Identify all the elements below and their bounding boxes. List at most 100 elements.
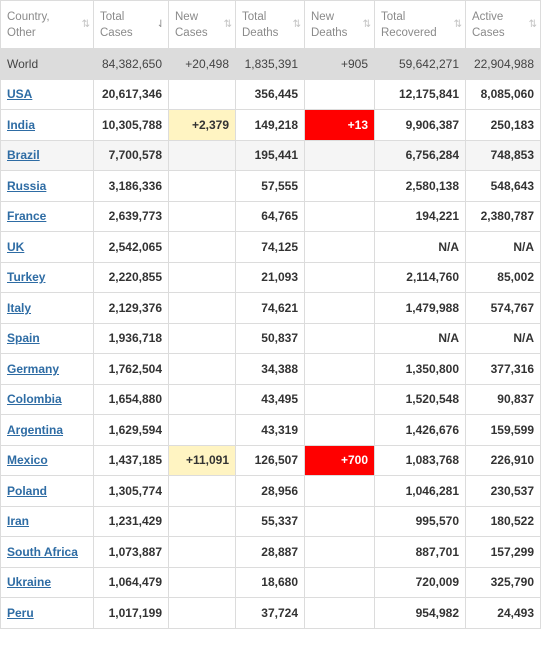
- active-cases-header[interactable]: Active Cases ⇅: [465, 0, 541, 49]
- country-link[interactable]: India: [7, 117, 36, 132]
- sort-descending-icon[interactable]: ⇃: [156, 18, 165, 30]
- country-link[interactable]: Turkey: [7, 270, 46, 285]
- total-cases-cell: 1,064,479: [93, 566, 169, 598]
- total-recovered-cell: 1,350,800: [374, 353, 466, 385]
- sort-arrows-icon[interactable]: ⇅: [81, 18, 90, 30]
- new-deaths-cell: [304, 536, 375, 568]
- country-link[interactable]: France: [7, 209, 47, 224]
- table-row: Brazil 7,700,578 195,441 6,756,284 748,853: [0, 139, 541, 171]
- country-link[interactable]: Russia: [7, 178, 47, 193]
- total-cases-cell: 1,936,718: [93, 322, 169, 354]
- total-cases-header[interactable]: Total Cases ⇃: [93, 0, 169, 49]
- country-link[interactable]: Iran: [7, 514, 30, 529]
- sort-arrows-icon[interactable]: ⇅: [453, 18, 462, 30]
- active-cases-cell: 157,299: [465, 536, 541, 568]
- header-row: Country, Other ⇅ Total Cases ⇃ New Cases ⇅ Total D…: [0, 0, 541, 49]
- country-cell[interactable]: Colombia: [0, 383, 94, 415]
- country-cell[interactable]: Russia: [0, 170, 94, 202]
- new-deaths-cell: [304, 566, 375, 598]
- table-row: Germany 1,762,504 34,388 1,350,800 377,316: [0, 353, 541, 385]
- total-recovered-cell: 1,083,768: [374, 444, 466, 476]
- total-deaths-cell: 21,093: [235, 261, 305, 293]
- total-recovered-cell: 887,701: [374, 536, 466, 568]
- country-cell[interactable]: Ukraine: [0, 566, 94, 598]
- country-link[interactable]: Italy: [7, 300, 32, 315]
- country-link[interactable]: Poland: [7, 483, 48, 498]
- total-cases-cell: 20,617,346: [93, 78, 169, 110]
- country-cell[interactable]: Mexico: [0, 444, 94, 476]
- country-cell[interactable]: Argentina: [0, 414, 94, 446]
- total-recovered-cell: 995,570: [374, 505, 466, 537]
- table-body: World 84,382,650 +20,498 1,835,391 +905 59,64…: [0, 48, 541, 629]
- total-deaths-cell: 34,388: [235, 353, 305, 385]
- country-cell[interactable]: France: [0, 200, 94, 232]
- total-recovered-header[interactable]: Total Recovered ⇅: [374, 0, 466, 49]
- country-link[interactable]: Spain: [7, 331, 40, 346]
- total-cases-cell: 7,700,578: [93, 139, 169, 171]
- header-label-line1: Total: [100, 10, 125, 23]
- total-deaths-cell: 37,724: [235, 597, 305, 629]
- new-cases-header[interactable]: New Cases ⇅: [168, 0, 236, 49]
- country-cell[interactable]: Spain: [0, 322, 94, 354]
- country-link[interactable]: UK: [7, 239, 25, 254]
- active-cases-cell: 159,599: [465, 414, 541, 446]
- country-link[interactable]: Mexico: [7, 453, 48, 468]
- new-cases-cell: [168, 414, 236, 446]
- country-link[interactable]: Peru: [7, 605, 34, 620]
- header-label-line1: Country,: [7, 10, 50, 23]
- new-cases-cell: [168, 170, 236, 202]
- country-cell[interactable]: Iran: [0, 505, 94, 537]
- country-cell[interactable]: Italy: [0, 292, 94, 324]
- new-deaths-cell: [304, 322, 375, 354]
- new-cases-cell: [168, 78, 236, 110]
- country-cell[interactable]: India: [0, 109, 94, 141]
- country-cell[interactable]: Peru: [0, 597, 94, 629]
- table-row: Colombia 1,654,880 43,495 1,520,548 90,837: [0, 383, 541, 415]
- total-recovered-cell: 194,221: [374, 200, 466, 232]
- new-cases-cell: [168, 353, 236, 385]
- country-link[interactable]: South Africa: [7, 544, 78, 559]
- new-deaths-cell: [304, 414, 375, 446]
- total-deaths-cell: 1,835,391: [235, 48, 305, 80]
- table-row: South Africa 1,073,887 28,887 887,701 157,29…: [0, 536, 541, 568]
- new-cases-cell: [168, 383, 236, 415]
- table-row: Ukraine 1,064,479 18,680 720,009 325,790: [0, 566, 541, 598]
- sort-arrows-icon[interactable]: ⇅: [223, 18, 232, 30]
- country-link[interactable]: Ukraine: [7, 575, 52, 590]
- total-deaths-cell: 74,621: [235, 292, 305, 324]
- total-cases-cell: 1,762,504: [93, 353, 169, 385]
- header-label-line1: Total: [381, 10, 406, 23]
- new-deaths-cell: [304, 200, 375, 232]
- new-deaths-cell: [304, 475, 375, 507]
- table-row: France 2,639,773 64,765 194,221 2,380,787: [0, 200, 541, 232]
- country-link[interactable]: Argentina: [7, 422, 64, 437]
- sort-arrows-icon[interactable]: ⇅: [528, 18, 537, 30]
- country-link[interactable]: Brazil: [7, 148, 40, 163]
- active-cases-cell: 226,910: [465, 444, 541, 476]
- table-row: Turkey 2,220,855 21,093 2,114,760 85,002: [0, 261, 541, 293]
- country-header[interactable]: Country, Other ⇅: [0, 0, 94, 49]
- country-link[interactable]: Germany: [7, 361, 60, 376]
- country-cell[interactable]: Brazil: [0, 139, 94, 171]
- country-cell[interactable]: USA: [0, 78, 94, 110]
- active-cases-cell: 325,790: [465, 566, 541, 598]
- total-deaths-header[interactable]: Total Deaths ⇅: [235, 0, 305, 49]
- total-recovered-cell: 2,114,760: [374, 261, 466, 293]
- country-cell[interactable]: Germany: [0, 353, 94, 385]
- country-link[interactable]: USA: [7, 87, 33, 102]
- sort-arrows-icon[interactable]: ⇅: [362, 18, 371, 30]
- active-cases-cell: 180,522: [465, 505, 541, 537]
- country-link[interactable]: Colombia: [7, 392, 62, 407]
- new-deaths-header[interactable]: New Deaths ⇅: [304, 0, 375, 49]
- total-recovered-cell: 954,982: [374, 597, 466, 629]
- country-cell[interactable]: Poland: [0, 475, 94, 507]
- sort-arrows-icon[interactable]: ⇅: [292, 18, 301, 30]
- active-cases-cell: 2,380,787: [465, 200, 541, 232]
- total-deaths-cell: 126,507: [235, 444, 305, 476]
- country-cell[interactable]: Turkey: [0, 261, 94, 293]
- header-label-line2: Deaths: [311, 26, 348, 39]
- total-cases-cell: 2,542,065: [93, 231, 169, 263]
- country-cell[interactable]: UK: [0, 231, 94, 263]
- country-cell[interactable]: South Africa: [0, 536, 94, 568]
- new-cases-cell: +11,091: [168, 444, 236, 476]
